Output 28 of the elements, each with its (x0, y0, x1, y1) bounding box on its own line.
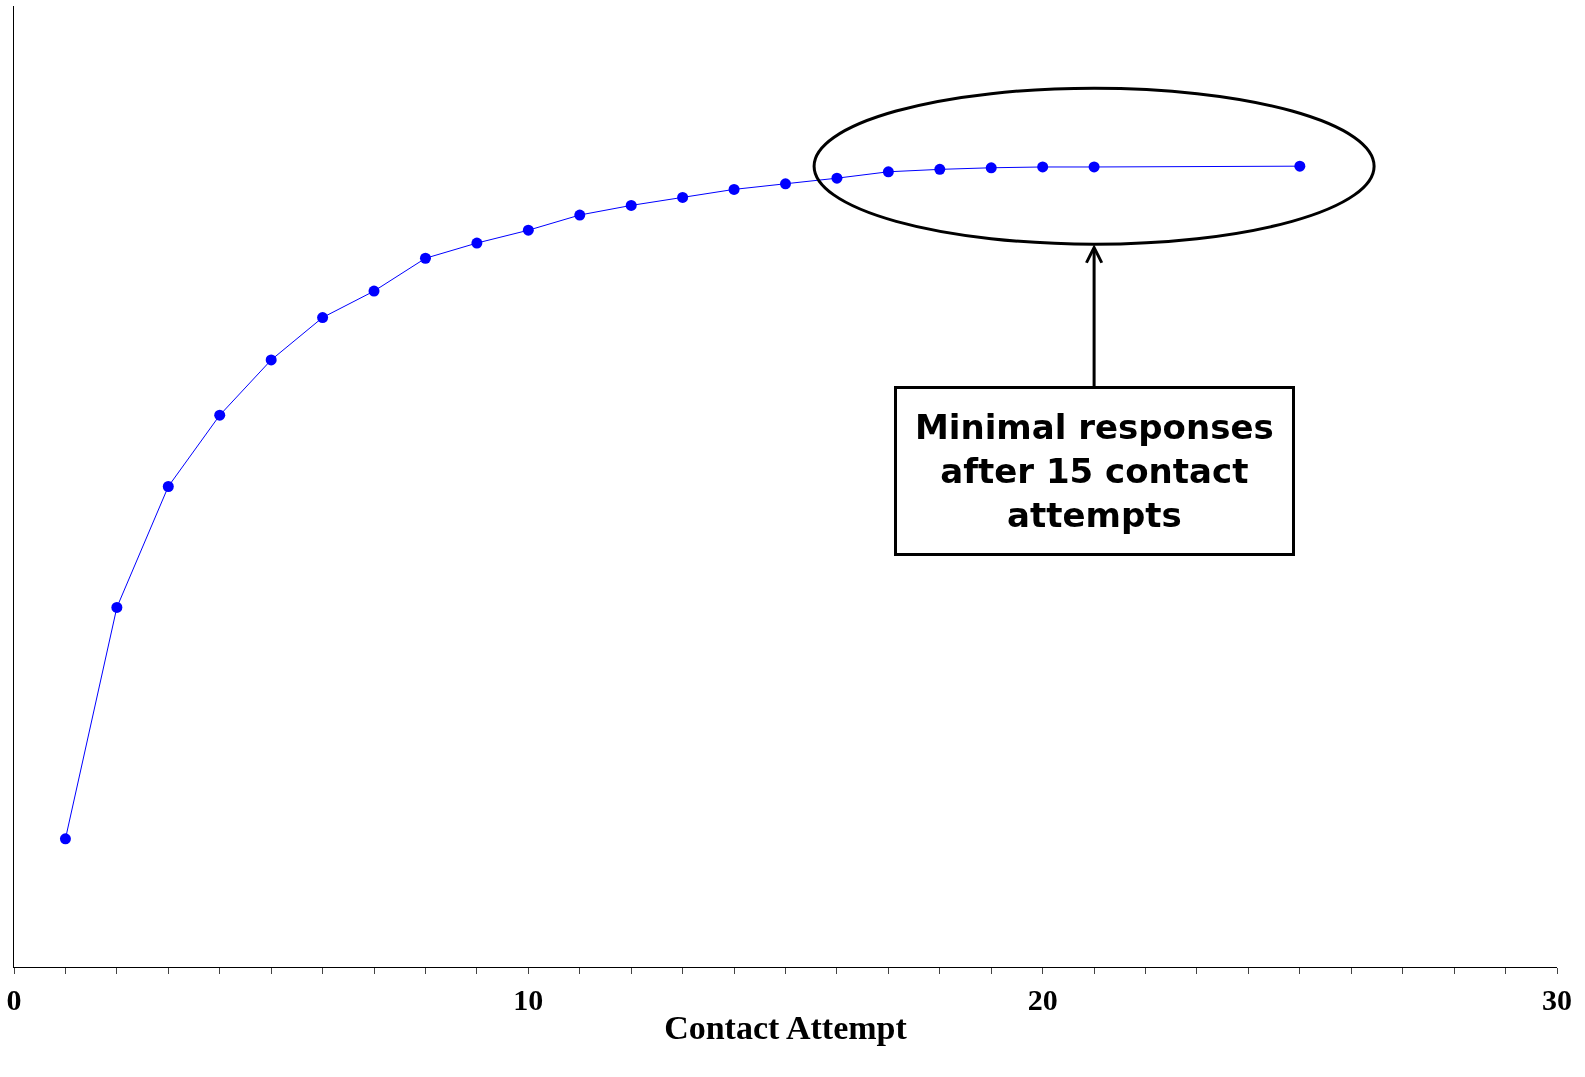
point (677, 191, 689, 203)
x-tick-label: 30 (1542, 983, 1572, 1016)
x-tick-label: 0 (6, 983, 22, 1016)
point (831, 172, 843, 184)
point (574, 209, 586, 221)
point (522, 224, 534, 236)
point (985, 162, 997, 174)
point (214, 409, 226, 421)
x-axis-title: Contact Attempt (664, 1009, 908, 1047)
point (728, 183, 740, 195)
point (419, 252, 431, 264)
point (317, 312, 329, 324)
point (471, 237, 483, 249)
point (111, 601, 123, 613)
point (1088, 161, 1100, 173)
point (368, 285, 380, 297)
point (59, 833, 71, 845)
annotation: Minimal responses after 15 contact attempts (915, 407, 1274, 536)
point (780, 178, 791, 190)
point (162, 481, 174, 492)
point (1037, 161, 1049, 173)
x-tick-label: 20 (1027, 983, 1058, 1016)
point (625, 199, 637, 211)
point (934, 163, 946, 175)
x-tick-label: 10 (513, 983, 544, 1016)
point (265, 354, 277, 366)
point (1294, 160, 1306, 172)
point (882, 166, 894, 178)
